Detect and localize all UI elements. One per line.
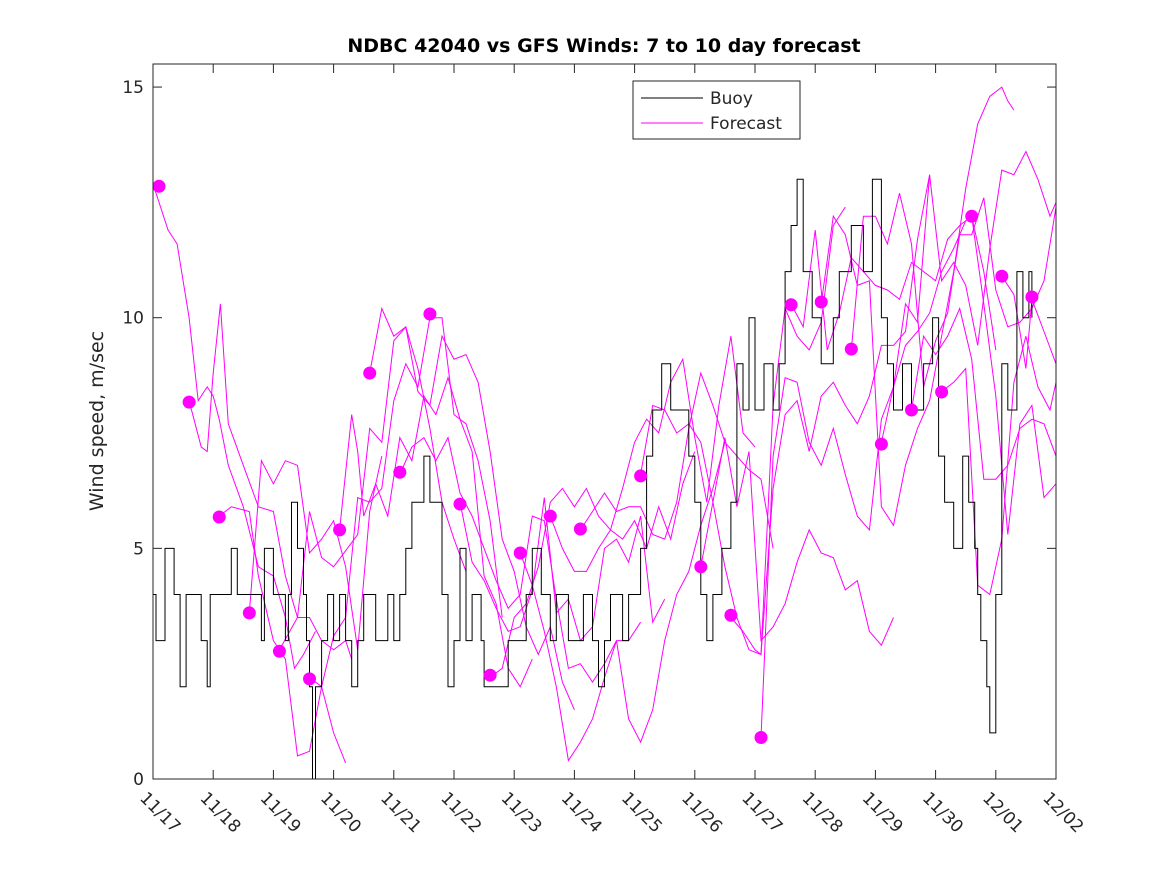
- forecast-start-point-21: [844, 342, 858, 356]
- forecast-start-point-12: [513, 546, 527, 560]
- x-tick-label: 11/24: [557, 788, 606, 837]
- x-tick-label: 11/21: [376, 788, 425, 837]
- y-tick-label: 5: [133, 539, 144, 559]
- buoy-line: [153, 178, 1033, 780]
- forecast-start-point-8: [393, 465, 407, 479]
- forecast-line-17: [760, 220, 967, 738]
- legend-box: [632, 80, 801, 140]
- x-tick-label: 11/18: [196, 788, 245, 837]
- forecast-start-point-11: [483, 668, 497, 682]
- forecast-start-point-6: [333, 523, 347, 537]
- forecast-line-0: [152, 183, 316, 670]
- y-tick-label: 15: [122, 78, 144, 98]
- x-tick-label: 11/19: [256, 788, 305, 837]
- x-tick-label: 11/27: [737, 788, 786, 837]
- x-tick-label: 11/28: [798, 788, 847, 837]
- x-tick-label: 11/30: [918, 788, 967, 837]
- forecast-line-21: [880, 150, 1057, 443]
- forecast-line-23: [941, 336, 1057, 596]
- x-tick-label: 12/01: [978, 788, 1027, 837]
- forecast-line-6: [339, 376, 533, 688]
- forecast-start-point-20: [814, 295, 828, 309]
- legend-forecast-label: Forecast: [710, 114, 782, 134]
- x-tick-label: 11/26: [677, 788, 726, 837]
- forecast-line-2: [218, 506, 347, 764]
- forecast-line-22: [911, 306, 1057, 480]
- forecast-start-point-27: [1025, 290, 1039, 304]
- forecast-line-3: [248, 455, 383, 650]
- plot-frame: [152, 63, 1057, 780]
- forecast-start-point-4: [272, 644, 286, 658]
- forecast-start-point-10: [453, 497, 467, 511]
- forecast-start-point-7: [363, 366, 377, 380]
- forecast-start-point-15: [634, 469, 648, 483]
- x-tick-label: 12/02: [1038, 788, 1087, 837]
- forecast-line-25: [1001, 275, 1057, 369]
- x-tick-label: 11/20: [316, 788, 365, 837]
- x-tick-label: 11/23: [497, 788, 546, 837]
- y-axis-label: Wind speed, m/sec: [86, 331, 108, 511]
- forecast-line-8: [399, 436, 642, 684]
- forecast-line-13: [579, 371, 774, 549]
- forecast-start-point-18: [754, 730, 768, 744]
- forecast-start-point-19: [784, 298, 798, 312]
- forecast-start-point-24: [935, 385, 949, 399]
- forecast-line-5: [309, 317, 503, 688]
- forecast-line-18: [790, 215, 997, 351]
- forecast-start-point-26: [995, 269, 1009, 283]
- forecast-line-24: [971, 216, 1057, 535]
- forecast-start-point-23: [905, 403, 919, 417]
- y-tick-label: 0: [133, 770, 144, 790]
- forecast-line-4: [278, 325, 467, 651]
- x-tick-label: 11/22: [436, 788, 485, 837]
- forecast-start-point-22: [874, 437, 888, 451]
- forecast-line-9: [459, 497, 666, 642]
- forecast-start-point-16: [694, 560, 708, 574]
- forecast-line-14: [640, 206, 846, 656]
- legend: Buoy Forecast: [632, 80, 801, 140]
- forecast-start-point-5: [303, 672, 317, 686]
- forecast-start-point-2: [212, 510, 226, 524]
- x-tick-label: 11/29: [858, 788, 907, 837]
- forecast-start-point-14: [573, 522, 587, 536]
- forecast-start-point-3: [242, 606, 256, 620]
- legend-buoy-label: Buoy: [710, 89, 753, 109]
- x-tick-label: 11/17: [135, 788, 184, 837]
- forecast-start-point-25: [965, 209, 979, 223]
- chart-title: NDBC 42040 vs GFS Winds: 7 to 10 day for…: [347, 35, 860, 57]
- forecast-line-20: [850, 193, 1057, 388]
- forecast-start-point-1: [182, 395, 196, 409]
- forecast-start-point-17: [724, 608, 738, 622]
- forecast-line-7: [369, 306, 575, 710]
- forecast-line-1: [188, 303, 353, 660]
- forecast-line-10: [489, 451, 696, 678]
- x-tick-label: 11/25: [617, 788, 666, 837]
- forecast-line-16: [730, 174, 931, 656]
- forecast-line-15: [700, 437, 894, 647]
- y-tick-label: 10: [122, 309, 144, 329]
- forecast-start-point-13: [543, 509, 557, 523]
- forecast-start-point-0: [152, 179, 166, 193]
- forecast-start-point-9: [423, 307, 437, 321]
- forecast-line-19: [820, 86, 1015, 527]
- forecast-line-11: [519, 442, 726, 762]
